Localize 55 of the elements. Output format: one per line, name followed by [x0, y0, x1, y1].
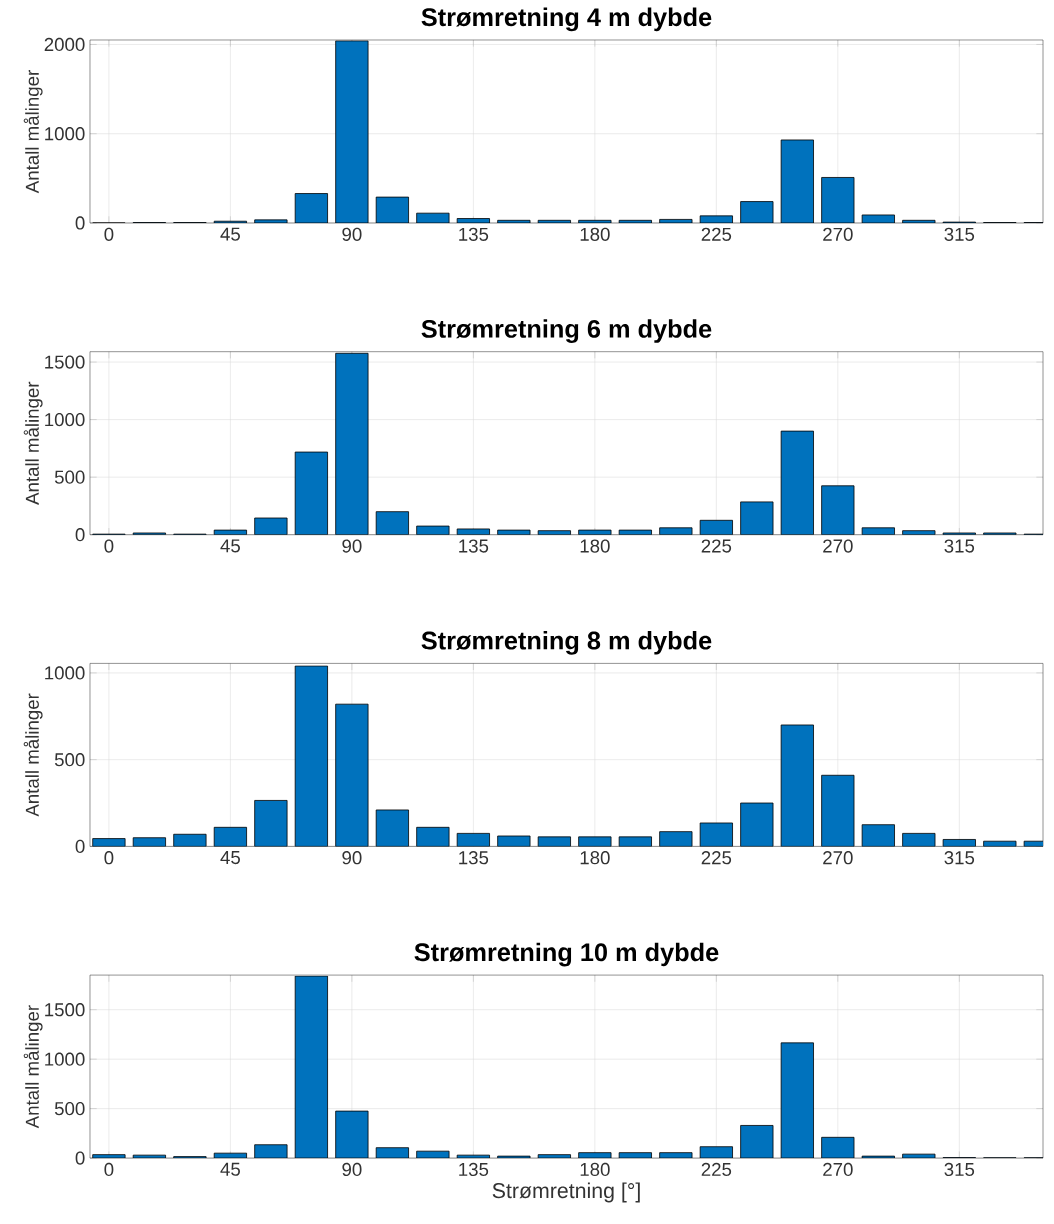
- y-tick-label: 0: [75, 216, 85, 230]
- x-tick-label: 270: [823, 227, 853, 241]
- x-tick-label: 315: [944, 1162, 975, 1177]
- x-tick-label: 180: [580, 539, 610, 553]
- x-tick-label: 90: [342, 539, 362, 553]
- x-tick-label: 135: [459, 1162, 489, 1177]
- x-tick-label: 90: [342, 851, 362, 865]
- x-tick-label: 90: [342, 1162, 362, 1177]
- y-tick-label: 500: [54, 1102, 85, 1116]
- x-tick-label: 180: [580, 227, 610, 241]
- x-tick-label: 0: [104, 1162, 114, 1177]
- y-tick-label: 1000: [45, 1052, 85, 1066]
- chart-title: Strømretning 6 m dybde: [421, 319, 712, 343]
- x-tick-label: 90: [342, 227, 362, 241]
- x-tick-label: 315: [944, 227, 975, 241]
- y-tick-label: 1500: [45, 1003, 85, 1017]
- y-tick-label: 0: [75, 1151, 85, 1165]
- x-tick-label: 45: [220, 227, 240, 241]
- y-tick-label: 0: [75, 528, 85, 542]
- x-tick-label: 225: [701, 227, 732, 241]
- x-tick-label: 270: [823, 1162, 853, 1177]
- x-tick-label: 45: [220, 851, 240, 865]
- y-tick-label: 0: [75, 839, 85, 854]
- x-tick-label: 225: [701, 539, 732, 553]
- y-tick-label: 1500: [45, 355, 85, 369]
- x-tick-label: 45: [220, 1162, 240, 1176]
- y-tick-label: 500: [54, 470, 85, 484]
- x-tick-label: 225: [701, 851, 732, 865]
- y-axis-title: Antall målinger: [23, 381, 43, 505]
- chart-title: Strømretning 8 m dybde: [421, 630, 712, 655]
- x-tick-label: 135: [459, 851, 489, 865]
- x-tick-label: 0: [104, 227, 114, 241]
- x-tick-label: 270: [823, 851, 853, 865]
- x-tick-label: 135: [459, 227, 489, 241]
- y-axis-title: Antall målinger: [23, 693, 43, 817]
- x-tick-label: 45: [220, 539, 240, 553]
- y-tick-label: 2000: [44, 37, 85, 52]
- y-tick-label: 500: [54, 753, 85, 767]
- y-axis-title: Antall målinger: [23, 1005, 43, 1129]
- x-tick-label: 270: [823, 539, 853, 553]
- x-tick-label: 315: [944, 539, 975, 553]
- x-tick-label: 0: [104, 851, 114, 865]
- y-tick-label: 1000: [45, 412, 85, 427]
- x-tick-label: 180: [580, 1162, 610, 1177]
- x-axis-title: Strømretning [°]: [492, 1182, 640, 1203]
- x-tick-label: 225: [701, 1162, 732, 1177]
- x-tick-label: 180: [580, 851, 610, 865]
- y-tick-label: 1000: [45, 127, 85, 141]
- y-tick-label: 1000: [45, 666, 85, 680]
- x-tick-label: 315: [944, 851, 975, 865]
- y-axis-title: Antall målinger: [23, 70, 43, 194]
- x-tick-label: 0: [104, 539, 114, 553]
- chart-title: Strømretning 10 m dybde: [414, 942, 719, 967]
- chart-title: Strømretning 4 m dybde: [421, 7, 712, 32]
- x-tick-label: 135: [459, 539, 489, 553]
